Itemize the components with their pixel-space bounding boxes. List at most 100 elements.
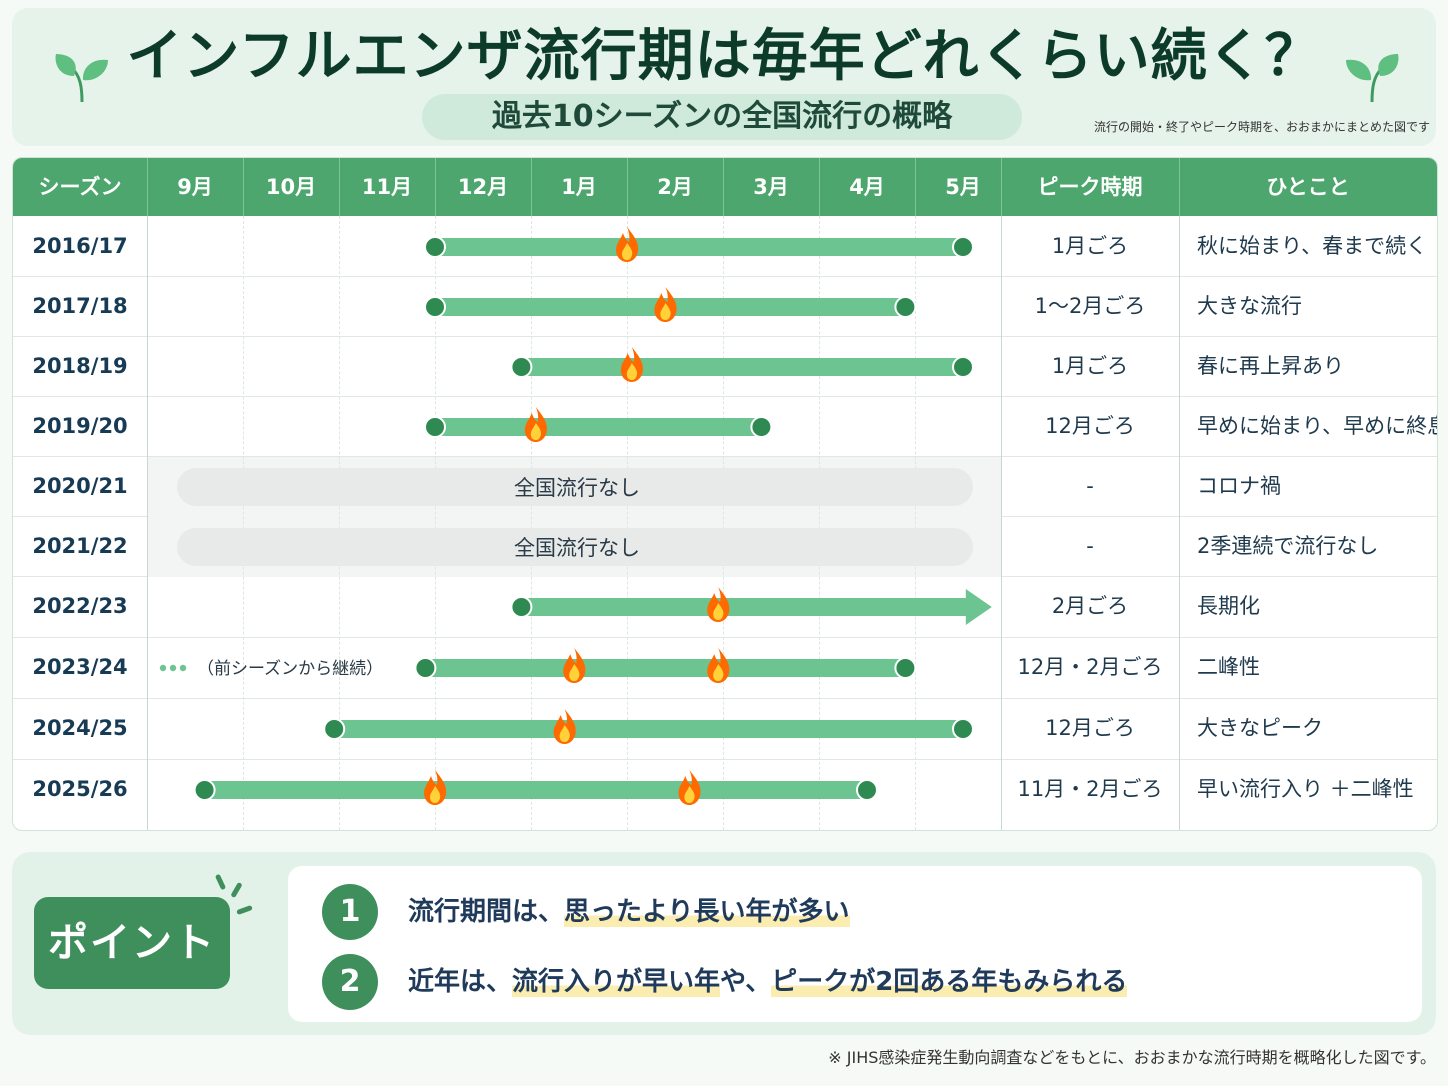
season-bar (334, 720, 963, 738)
subtitle: 過去10シーズンの全国流行の概略 (422, 94, 1022, 140)
comment-cell: 二峰性 (1197, 655, 1260, 679)
spark-mark (214, 873, 227, 891)
season-end-dot (952, 356, 974, 378)
row-divider (13, 276, 1437, 277)
season-start-dot (510, 356, 533, 378)
peak-flame-icon (654, 287, 677, 322)
season-cell: 2025/26 (32, 777, 128, 801)
comment-cell: 早い流行入り ＋二峰性 (1197, 777, 1414, 801)
table-header: シーズン 9月 10月 11月 12月 1月 2月 3月 4月 5月 ピーク時期 ひとこと (13, 158, 1437, 216)
peak-flame-icon (678, 770, 701, 805)
no-epidemic-pill (177, 528, 973, 566)
peak-cell: - (1086, 474, 1094, 498)
season-cell: 2016/17 (32, 234, 128, 258)
peak-flame-icon (424, 770, 447, 805)
point-2-plain: 近年は、 (408, 967, 513, 997)
month-header: 1月 (561, 175, 597, 199)
season-table: シーズン 9月 10月 11月 12月 1月 2月 3月 4月 5月 ピーク時期 ひとこと 20… (12, 157, 1438, 831)
season-start-dot (323, 718, 346, 740)
season-cell: 2017/18 (32, 294, 128, 318)
comment-cell: 大きなピーク (1197, 716, 1323, 740)
header-separator (915, 158, 916, 216)
peak-cell: 1〜2月ごろ (1034, 294, 1146, 318)
season-bar (425, 659, 906, 677)
season-bar (204, 781, 868, 799)
comment-cell: 2季連続で流行なし (1197, 534, 1379, 558)
column-divider (147, 216, 148, 830)
leaf-right-icon (1346, 54, 1399, 103)
comment-cell: 春に再上昇あり (1197, 354, 1344, 378)
comment-cell: コロナ禍 (1197, 474, 1281, 498)
point-text-2: 近年は、流行入りが早い年や、ピークが2回ある年もみられる (408, 954, 1128, 1010)
season-cell: 2024/25 (32, 716, 128, 740)
month-gridline (915, 216, 917, 830)
point-1-highlight: 思ったより長い年が多い (564, 897, 850, 927)
season-end-dot (894, 296, 917, 318)
points-label: ポイント (34, 897, 230, 989)
month-header: 12月 (457, 175, 509, 199)
point-2-highlight-a: 流行入りが早い年 (512, 967, 721, 997)
column-divider (1179, 216, 1180, 830)
no-epidemic-label: 全国流行なし (514, 536, 640, 560)
footnote: ※ JIHS感染症発生動向調査などをもとに、おおまかな流行時期を概略化した図です… (828, 1048, 1436, 1067)
season-start-dot (424, 296, 446, 318)
comment-cell: 秋に始まり、春まで続く (1197, 234, 1428, 258)
row-divider (13, 698, 1437, 699)
peak-cell: - (1086, 534, 1094, 558)
header-note: 流行の開始・終了やピーク時期を、おおまかにまとめた図です (1093, 120, 1430, 134)
comment-cell: 長期化 (1197, 594, 1260, 618)
comment-cell: 早めに始まり、早めに終息 (1197, 414, 1438, 438)
point-number: 2 (322, 954, 378, 1010)
season-start-dot (414, 657, 437, 679)
row-divider (13, 396, 1437, 397)
header-separator (723, 158, 724, 216)
month-header: 5月 (945, 175, 981, 199)
column-divider (1001, 216, 1002, 830)
carryover-dot (169, 664, 177, 672)
month-header: 11月 (361, 175, 413, 199)
season-end-dot (750, 416, 773, 438)
header-separator (531, 158, 532, 216)
point-1-plain: 流行期間は、 (408, 897, 565, 927)
header-separator (147, 158, 148, 216)
point-2-mid: や、 (720, 967, 772, 997)
row-divider (13, 759, 1437, 760)
leaf-left-icon (55, 54, 108, 103)
peak-cell: 12月ごろ (1045, 716, 1135, 740)
season-start-dot (193, 779, 216, 801)
points-card: 1 流行期間は、思ったより長い年が多い 2 近年は、流行入りが早い年や、ピークが… (288, 866, 1422, 1022)
season-start-dot (510, 596, 533, 618)
peak-cell: 11月・2月ごろ (1017, 777, 1163, 801)
column-header-comment: ひとこと (1266, 175, 1350, 199)
point-number: 1 (322, 884, 378, 940)
peak-cell: 2月ごろ (1051, 594, 1129, 618)
month-header: 3月 (753, 175, 789, 199)
header-separator (819, 158, 820, 216)
season-start-dot (424, 236, 446, 258)
spark-mark (230, 881, 243, 899)
header-banner: インフルエンザ流行期は毎年どれくらい続く？ 過去10シーズンの全国流行の概略 流… (12, 8, 1436, 146)
header-separator (627, 158, 628, 216)
comment-cell: 大きな流行 (1197, 294, 1302, 318)
carryover-dot (159, 664, 167, 672)
row-divider (13, 637, 1437, 638)
month-gridline (819, 216, 821, 830)
month-header: 2月 (657, 175, 693, 199)
peak-flame-icon (707, 587, 730, 622)
column-header-season: シーズン (38, 175, 122, 199)
peak-flame-icon (553, 709, 576, 744)
season-end-dot (952, 236, 974, 258)
carryover-label: （前シーズンから継続） (197, 659, 383, 679)
month-gridline (627, 216, 629, 830)
month-gridline (339, 216, 341, 830)
month-gridline (531, 216, 533, 830)
peak-flame-icon (563, 648, 586, 683)
peak-cell: 1月ごろ (1051, 354, 1129, 378)
month-header: 9月 (177, 175, 213, 199)
peak-flame-icon (616, 227, 639, 262)
month-header: 10月 (265, 175, 317, 199)
season-bar (521, 358, 963, 376)
peak-flame-icon (524, 407, 547, 442)
point-text-1: 流行期間は、思ったより長い年が多い (408, 884, 850, 940)
